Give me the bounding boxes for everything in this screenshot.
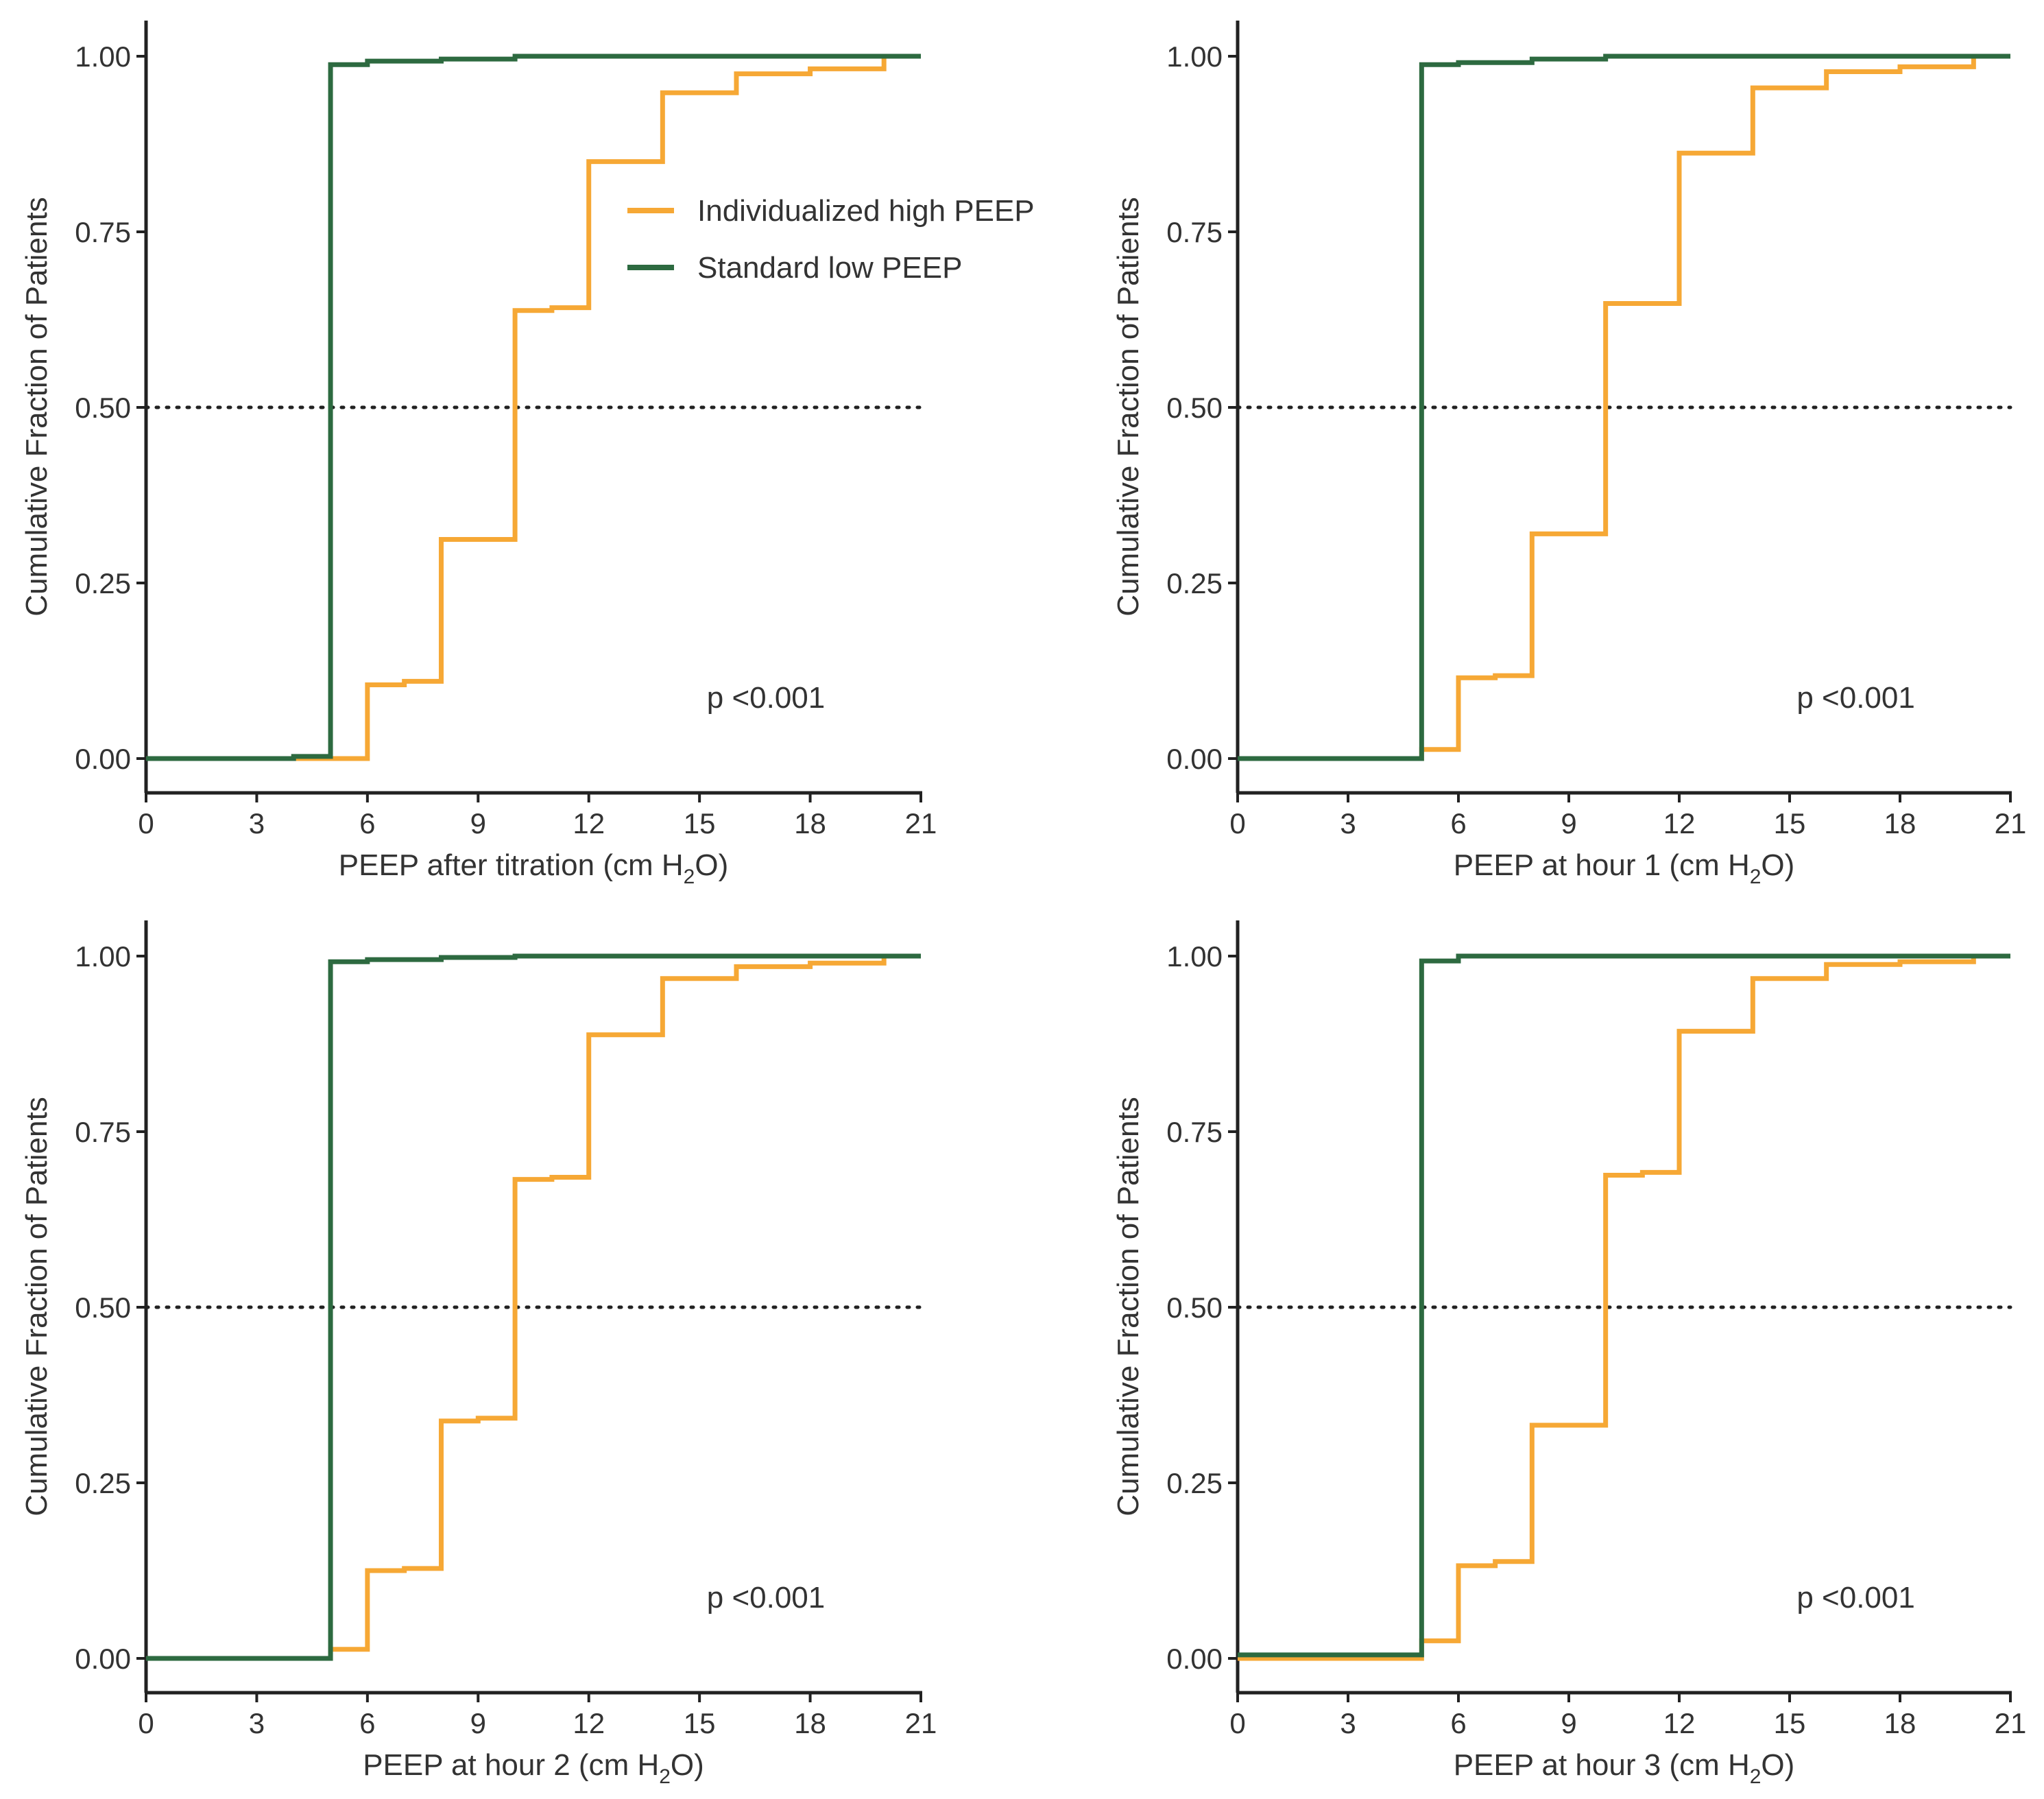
- series-standard-low-peep: [146, 53, 921, 761]
- x-tick-label: 6: [1450, 1707, 1466, 1739]
- y-axis-title: Cumulative Fraction of Patients: [20, 1097, 53, 1516]
- x-tick-label: 12: [573, 807, 605, 839]
- x-tick-label: 9: [1561, 807, 1576, 839]
- x-tick-label: 3: [249, 1707, 265, 1739]
- x-tick-label: 12: [1663, 1707, 1696, 1739]
- y-tick-label: 1.00: [75, 40, 131, 73]
- x-tick-label: 3: [1340, 807, 1356, 839]
- chart-panel-1: 0.00 0.25 0.50 0.75 1.00 0 3 6 9 12 15 18 21 Cumulati…: [20, 21, 1035, 888]
- y-tick-label: 1.00: [75, 940, 131, 973]
- series-individualized-high-peep: [146, 56, 887, 761]
- x-tick-label: 9: [1561, 1707, 1576, 1739]
- x-tick-label: 0: [138, 1707, 154, 1739]
- y-tick-label: 0.75: [75, 1116, 131, 1148]
- y-tick-label: 0.00: [75, 1643, 131, 1675]
- x-tick-label: 15: [1774, 1707, 1806, 1739]
- y-tick-label: 0.25: [1166, 1467, 1223, 1499]
- y-tick-label: 0.50: [75, 392, 131, 424]
- x-tick-label: 3: [1340, 1707, 1356, 1739]
- x-tick-label: 9: [470, 1707, 486, 1739]
- series-individualized-high-peep: [1238, 56, 1976, 761]
- x-tick-label: 0: [1229, 1707, 1245, 1739]
- x-tick-label: 21: [1995, 1707, 2027, 1739]
- chart-panel-4: 0.00 0.25 0.50 0.75 1.00 0 3 6 9 12 15 18 21 Cumulati…: [1111, 920, 2026, 1788]
- x-tick-label: 15: [684, 1707, 716, 1739]
- p-value-annotation: p <0.001: [707, 1581, 826, 1615]
- series-individualized-high-peep: [146, 956, 887, 1661]
- y-axis-title: Cumulative Fraction of Patients: [20, 197, 53, 616]
- x-tick-label: 12: [573, 1707, 605, 1739]
- x-tick-label: 0: [138, 807, 154, 839]
- p-value-annotation: p <0.001: [707, 681, 826, 715]
- x-tick-label: 21: [905, 1707, 937, 1739]
- y-tick-label: 0.50: [1166, 1291, 1223, 1324]
- series-standard-low-peep: [1238, 953, 2010, 1658]
- x-tick-label: 6: [359, 1707, 375, 1739]
- y-tick-label: 0.25: [75, 567, 131, 599]
- series-standard-low-peep: [146, 953, 921, 1661]
- x-axis-title: PEEP at hour 2 (cm H2O): [363, 1748, 704, 1788]
- y-tick-label: 0.75: [1166, 216, 1223, 248]
- y-tick-label: 0.25: [75, 1467, 131, 1499]
- y-tick-label: 1.00: [1166, 40, 1223, 73]
- y-tick-label: 0.00: [1166, 743, 1223, 775]
- y-tick-label: 0.75: [75, 216, 131, 248]
- x-tick-label: 12: [1663, 807, 1696, 839]
- x-tick-label: 21: [1995, 807, 2027, 839]
- series-individualized-high-peep: [1238, 956, 1976, 1661]
- x-axis-title: PEEP at hour 1 (cm H2O): [1454, 848, 1795, 888]
- series-standard-low-peep: [1238, 53, 2010, 761]
- x-tick-label: 6: [1450, 807, 1466, 839]
- y-tick-label: 0.50: [1166, 392, 1223, 424]
- y-tick-label: 0.25: [1166, 567, 1223, 599]
- y-tick-label: 1.00: [1166, 940, 1223, 973]
- y-tick-label: 0.50: [75, 1291, 131, 1324]
- x-tick-label: 6: [359, 807, 375, 839]
- x-tick-label: 21: [905, 807, 937, 839]
- x-tick-label: 18: [1884, 807, 1916, 839]
- y-tick-label: 0.75: [1166, 1116, 1223, 1148]
- x-tick-label: 15: [1774, 807, 1806, 839]
- y-axis-title: Cumulative Fraction of Patients: [1111, 197, 1145, 616]
- x-tick-label: 15: [684, 807, 716, 839]
- y-tick-label: 0.00: [1166, 1643, 1223, 1675]
- p-value-annotation: p <0.001: [1796, 681, 1915, 715]
- legend-label-standard: Standard low PEEP: [697, 251, 962, 285]
- chart-panel-2: 0.00 0.25 0.50 0.75 1.00 0 3 6 9 12 15 18 21 Cumulati…: [1111, 21, 2026, 888]
- p-value-annotation: p <0.001: [1796, 1581, 1915, 1615]
- x-tick-label: 0: [1229, 807, 1245, 839]
- x-tick-label: 18: [794, 1707, 826, 1739]
- x-axis-title: PEEP after titration (cm H2O): [339, 848, 728, 888]
- x-tick-label: 3: [249, 807, 265, 839]
- y-axis-title: Cumulative Fraction of Patients: [1111, 1097, 1145, 1516]
- x-axis-title: PEEP at hour 3 (cm H2O): [1454, 1748, 1795, 1788]
- legend: Individualized high PEEP Standard low PEE…: [627, 194, 1035, 285]
- legend-label-individualized: Individualized high PEEP: [697, 194, 1035, 228]
- chart-panel-3: 0.00 0.25 0.50 0.75 1.00 0 3 6 9 12 15 18 21 Cumulati…: [20, 920, 937, 1788]
- x-tick-label: 18: [794, 807, 826, 839]
- y-tick-label: 0.00: [75, 743, 131, 775]
- x-tick-label: 9: [470, 807, 486, 839]
- x-tick-label: 18: [1884, 1707, 1916, 1739]
